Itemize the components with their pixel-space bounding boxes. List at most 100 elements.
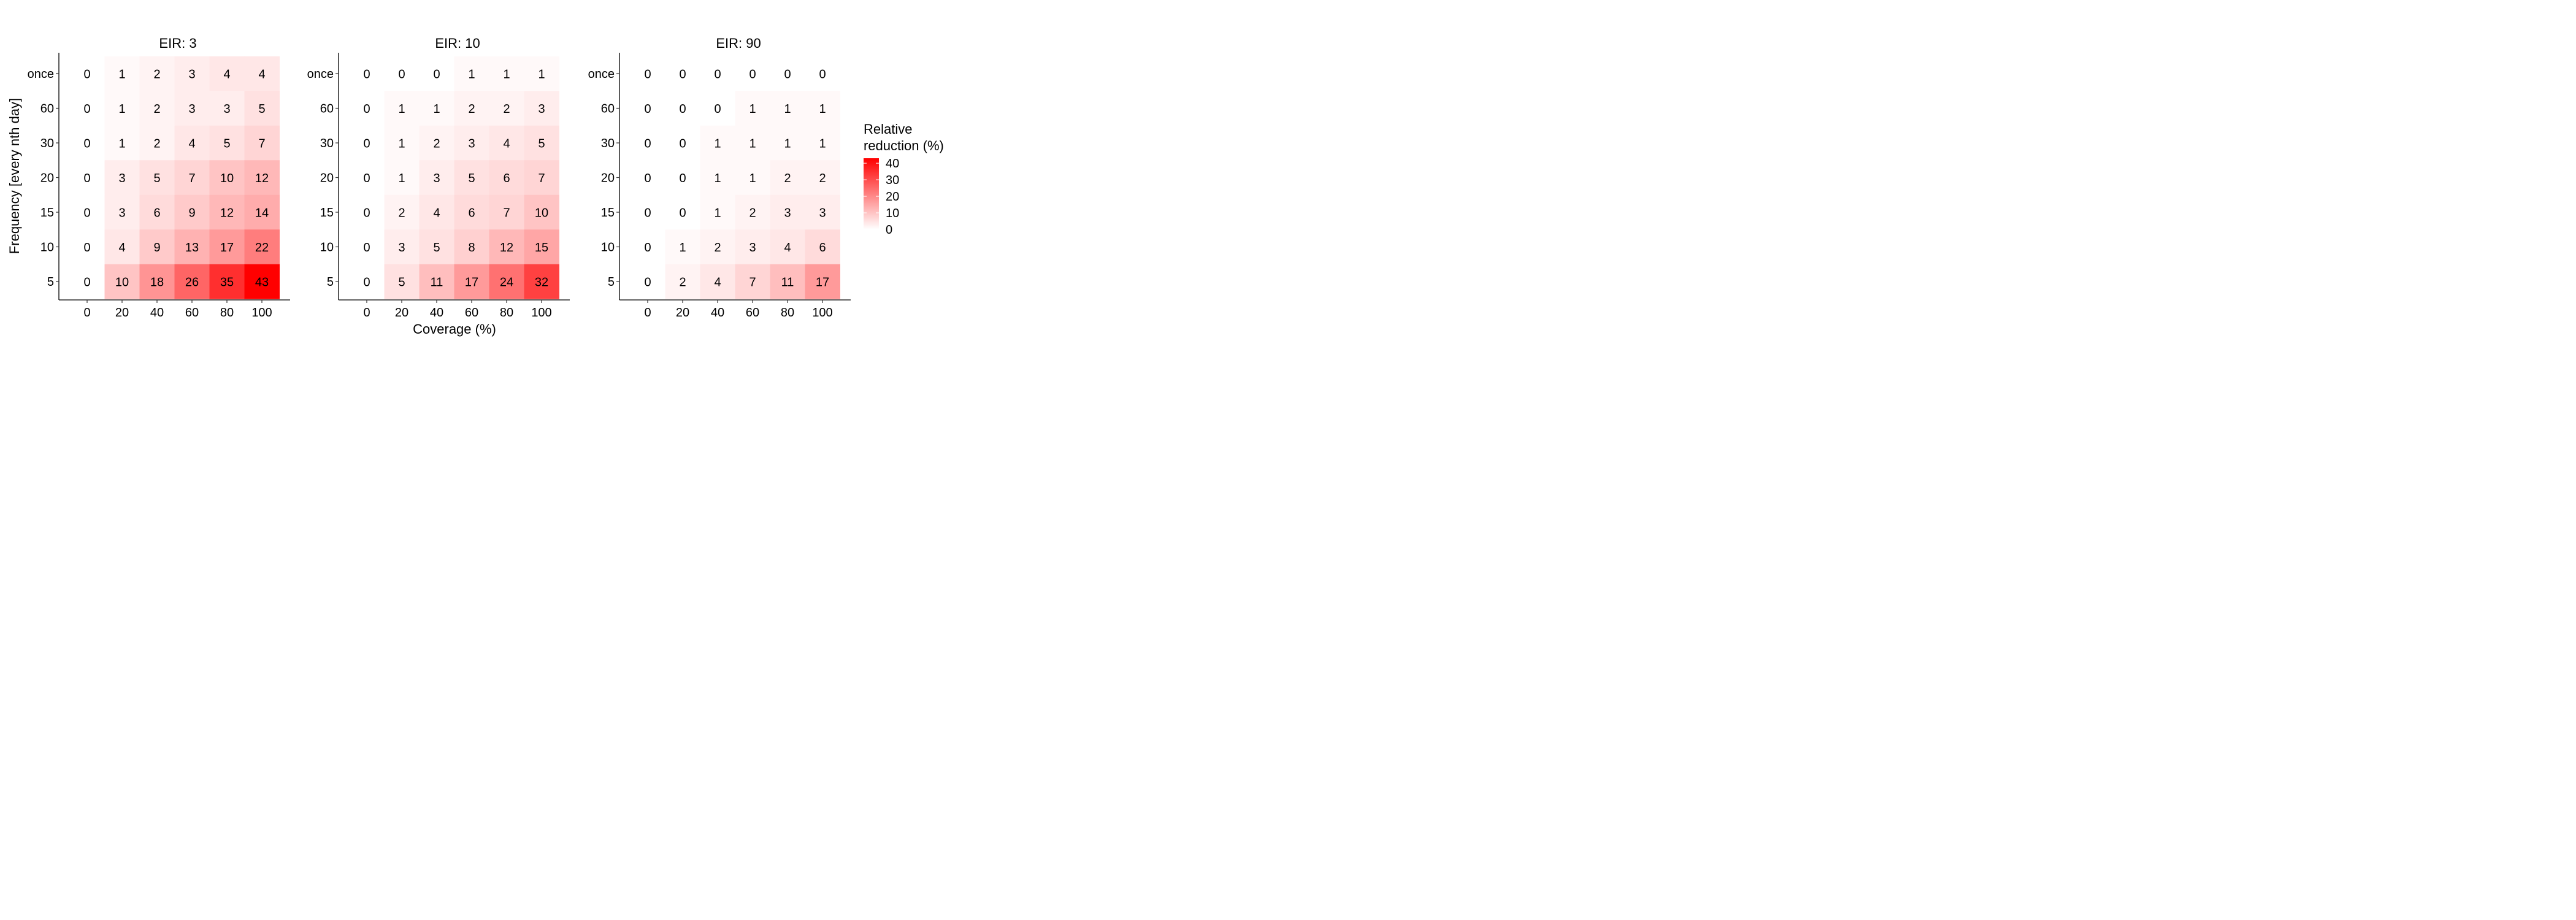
cell-value-label: 1 — [398, 137, 405, 151]
y-tick-label: once — [28, 67, 54, 81]
heatmap-cell — [489, 160, 524, 196]
y-tick-label: 10 — [320, 241, 334, 255]
heatmap-cell — [209, 194, 245, 230]
legend-colorbar — [864, 158, 879, 229]
cell-value-label: 5 — [398, 276, 405, 289]
heatmap-cell — [489, 56, 524, 91]
heatmap-cell — [419, 125, 454, 161]
cell-value-label: 1 — [749, 102, 756, 116]
legend-tick-label: 10 — [886, 207, 899, 220]
cell-value-label: 5 — [258, 102, 265, 116]
cell-value-label: 32 — [535, 276, 548, 289]
panel-title: EIR: 3 — [159, 36, 196, 51]
heatmap-cell — [805, 125, 840, 161]
cell-value-label: 5 — [433, 241, 440, 255]
cell-value-label: 0 — [83, 172, 90, 185]
cell-value-label: 3 — [188, 68, 195, 82]
panel-title: EIR: 90 — [716, 36, 761, 51]
cell-value-label: 0 — [644, 102, 651, 116]
legend-tick-label: 0 — [886, 223, 892, 237]
cell-value-label: 14 — [255, 207, 269, 220]
heatmap-cell — [384, 229, 420, 265]
cell-value-label: 1 — [398, 102, 405, 116]
cell-value-label: 0 — [363, 172, 370, 185]
heatmap-cell — [349, 229, 385, 265]
cell-value-label: 6 — [819, 241, 826, 255]
heatmap-cell — [489, 229, 524, 265]
cell-value-label: 1 — [749, 172, 756, 185]
cell-value-label: 0 — [749, 68, 756, 82]
heatmap-cell — [524, 91, 559, 126]
heatmap-cell — [244, 229, 280, 265]
panel-2: EIR: 100 0 0 1 1 10 1 1 2 2 30 1 2 3 4 50 1 3 5 6 70 2 4 6 7 100 3… — [307, 36, 570, 320]
x-tick-label: 20 — [395, 306, 408, 320]
panels: EIR: 30 1 2 3 4 40 1 2 3 3 50 1 2 4 5 70 3 5 7 10 120 3 6 9 12 14… — [28, 36, 851, 320]
heatmap-cell — [700, 229, 735, 265]
panel-3: EIR: 900 0 0 0 0 00 0 0 1 1 10 0 1 1 1 10 0 1 1 2 20 0 1 2 3 30 1 2… — [588, 36, 851, 320]
cell-value-label: 0 — [784, 68, 791, 82]
cell-value-label: 3 — [118, 207, 125, 220]
cell-value-label: 0 — [83, 241, 90, 255]
cell-value-label: 1 — [679, 241, 686, 255]
legend-ticks: 40 30 20 10 0 — [864, 157, 899, 237]
cell-value-label: 4 — [118, 241, 125, 255]
heatmap-cell — [384, 91, 420, 126]
heatmap-cell — [700, 91, 735, 126]
cell-value-label: 43 — [255, 276, 269, 289]
heatmap-cell — [419, 91, 454, 126]
heatmap-cell — [630, 56, 665, 91]
y-tick-label: 5 — [47, 275, 54, 289]
heatmap-cell — [174, 264, 210, 299]
heatmap-cell — [419, 194, 454, 230]
heatmap-cell — [384, 160, 420, 196]
legend-tick-label: 20 — [886, 190, 899, 204]
heatmap-cell — [735, 264, 770, 299]
heatmap-cell — [104, 125, 140, 161]
heatmap-cell — [805, 194, 840, 230]
heatmap-cell — [69, 56, 105, 91]
heatmap-cell — [454, 125, 489, 161]
cell-value-label: 0 — [644, 137, 651, 151]
heatmap-cell — [489, 91, 524, 126]
cell-value-label: 2 — [714, 241, 721, 255]
cell-value-label: 5 — [223, 137, 230, 151]
heatmap-cell — [454, 160, 489, 196]
cell-value-label: 12 — [500, 241, 513, 255]
heatmap-cell — [805, 91, 840, 126]
cell-value-label: 7 — [258, 137, 265, 151]
heatmap-cell — [174, 229, 210, 265]
heatmap-cell — [244, 194, 280, 230]
cell-value-label: 22 — [255, 241, 269, 255]
cell-value-label: 0 — [83, 102, 90, 116]
y-tick-label: 20 — [601, 172, 615, 185]
y-tick-label: 60 — [40, 102, 54, 116]
x-tick-label: 60 — [185, 306, 199, 320]
legend-tick-label: 30 — [886, 174, 899, 187]
cell-value-label: 4 — [188, 137, 195, 151]
heatmap-cell — [630, 194, 665, 230]
heatmap-cell — [139, 160, 175, 196]
cell-value-label: 8 — [468, 241, 475, 255]
heatmap-cell — [104, 194, 140, 230]
x-tick-label: 40 — [150, 306, 164, 320]
legend-title-line-1: Relative — [864, 121, 912, 137]
cell-value-label: 24 — [500, 276, 513, 289]
heatmap-cell — [524, 125, 559, 161]
heatmap-cell — [630, 125, 665, 161]
x-tick-label: 100 — [812, 306, 832, 320]
y-tick-label: 60 — [320, 102, 334, 116]
cell-value-label: 7 — [503, 207, 510, 220]
heatmap-cell — [805, 264, 840, 299]
heatmap-cell — [349, 160, 385, 196]
heatmap-cell — [104, 229, 140, 265]
heatmap-cell — [139, 125, 175, 161]
cell-value-label: 0 — [83, 207, 90, 220]
cell-value-label: 3 — [819, 207, 826, 220]
heatmap-cell — [69, 91, 105, 126]
heatmap-cell — [454, 264, 489, 299]
x-tick-label: 20 — [115, 306, 129, 320]
heatmap-cell — [209, 125, 245, 161]
heatmap-cell — [139, 194, 175, 230]
heatmap-cell — [454, 194, 489, 230]
heatmap-cell — [384, 125, 420, 161]
